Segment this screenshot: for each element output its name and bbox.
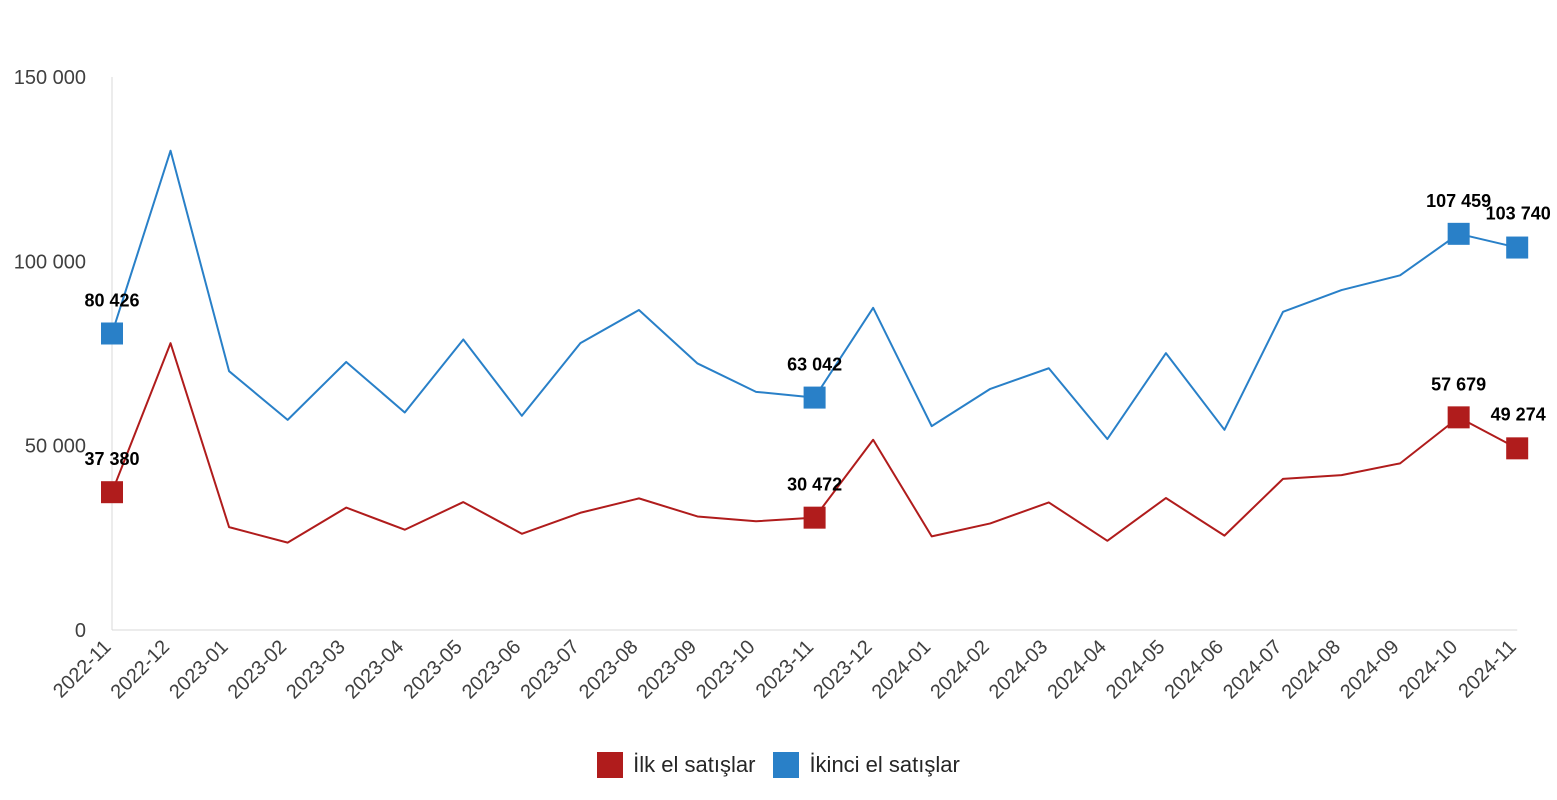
x-tick-label: 2022-11	[49, 636, 115, 702]
x-tick-label: 2023-02	[224, 636, 291, 703]
x-tick-label: 2024-09	[1336, 636, 1403, 703]
data-marker	[1447, 406, 1470, 429]
x-tick-label: 2022-12	[107, 636, 174, 703]
data-marker	[1506, 437, 1529, 460]
data-marker	[803, 506, 826, 529]
legend-item-ikinci-el: İkinci el satışlar	[773, 752, 960, 778]
x-tick-label: 2024-05	[1102, 636, 1169, 703]
x-tick-label: 2023-08	[575, 636, 642, 703]
data-label: 57 679	[1431, 374, 1486, 394]
legend-label-ilk-el: İlk el satışlar	[633, 752, 756, 777]
x-tick-label: 2024-10	[1395, 636, 1462, 703]
data-marker	[803, 386, 826, 409]
x-tick-label: 2023-12	[809, 636, 876, 703]
x-tick-label: 2024-08	[1278, 636, 1345, 703]
x-tick-label: 2024-03	[985, 636, 1052, 703]
x-tick-label: 2023-10	[692, 636, 759, 703]
x-tick-label: 2024-07	[1219, 636, 1286, 703]
x-tick-label: 2023-06	[458, 636, 525, 703]
data-label: 80 426	[84, 290, 139, 310]
x-tick-label: 2024-04	[1043, 636, 1110, 703]
x-tick-label: 2023-11	[752, 636, 818, 702]
data-label: 103 740	[1486, 204, 1551, 224]
y-tick-label: 100 000	[14, 251, 86, 273]
x-tick-label: 2023-09	[634, 636, 701, 703]
legend-label-ikinci-el: İkinci el satışlar	[809, 752, 960, 777]
data-label: 49 274	[1491, 404, 1546, 424]
y-tick-label: 50 000	[25, 436, 86, 458]
x-tick-label: 2024-11	[1454, 636, 1520, 702]
data-label: 63 042	[787, 355, 842, 375]
x-tick-label: 2024-06	[1161, 636, 1228, 703]
legend-swatch-ikinci-el	[773, 752, 800, 778]
data-marker	[101, 322, 123, 345]
legend: İlk el satışlar İkinci el satışlar	[0, 752, 1557, 778]
x-tick-label: 2023-07	[516, 636, 583, 703]
data-marker	[101, 481, 123, 504]
y-tick-label: 150 000	[14, 67, 86, 89]
x-tick-label: 2023-04	[341, 636, 408, 703]
data-label: 30 472	[787, 475, 842, 495]
data-marker	[1506, 236, 1529, 259]
legend-swatch-ilk-el	[597, 752, 624, 778]
data-marker	[1447, 222, 1470, 245]
x-tick-label: 2023-01	[165, 636, 232, 703]
x-tick-label: 2023-05	[399, 636, 466, 703]
data-label: 37 380	[84, 449, 139, 469]
legend-item-ilk-el: İlk el satışlar	[597, 752, 755, 778]
y-tick-label: 0	[75, 620, 86, 642]
x-tick-label: 2024-02	[926, 636, 993, 703]
x-tick-label: 2023-03	[282, 636, 349, 703]
data-label: 107 459	[1426, 191, 1491, 211]
x-tick-label: 2024-01	[868, 636, 935, 703]
